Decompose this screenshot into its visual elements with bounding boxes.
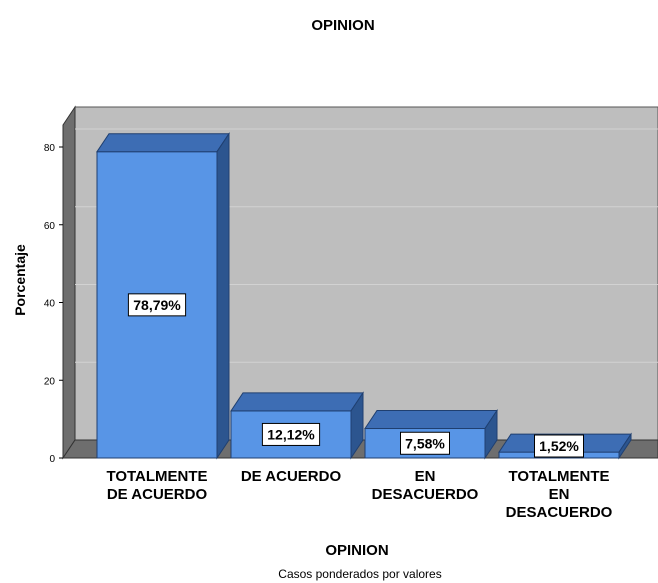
data-label: 78,79% xyxy=(127,293,187,317)
side-wall xyxy=(62,105,76,460)
x-axis-label: OPINION xyxy=(325,542,388,559)
x-tick-label-line: TOTALMENTE xyxy=(106,468,207,485)
y-tick-label: 60 xyxy=(44,221,56,232)
x-tick-label: DE ACUERDO xyxy=(241,468,342,485)
data-labels: 78,79% 12,12% 7,58% 1,52% xyxy=(127,293,584,458)
bar-top xyxy=(230,392,364,412)
x-tick-label-line: DESACUERDO xyxy=(506,504,613,521)
bar-side xyxy=(484,408,498,460)
data-label-text: 12,12% xyxy=(267,426,315,442)
footnote: Casos ponderados por valores xyxy=(278,567,441,581)
bar-side xyxy=(350,391,364,460)
bar-side xyxy=(216,132,230,460)
y-tick-label: 40 xyxy=(44,299,56,310)
y-axis-ticks: 0 20 40 60 80 xyxy=(44,143,63,465)
bar-side xyxy=(618,432,632,460)
x-tick-label-line: EN xyxy=(549,486,570,503)
chart-title: OPINION xyxy=(311,17,374,34)
y-axis-label: Porcentaje xyxy=(12,244,28,316)
data-label-box xyxy=(127,293,187,317)
x-tick-label-line: DE ACUERDO xyxy=(241,468,342,485)
data-label: 1,52% xyxy=(534,434,584,458)
y-tick-label: 80 xyxy=(44,143,56,154)
data-label-box xyxy=(534,434,584,458)
x-tick-label-line: EN xyxy=(415,468,436,485)
x-tick-label-line: DE ACUERDO xyxy=(107,486,208,503)
data-label-box xyxy=(400,431,450,455)
x-tick-label-line: TOTALMENTE xyxy=(508,468,609,485)
y-tick-label: 20 xyxy=(44,376,56,387)
data-label: 12,12% xyxy=(261,422,321,446)
data-label-box xyxy=(261,422,321,446)
data-label: 7,58% xyxy=(400,431,450,455)
bar-top xyxy=(364,410,498,430)
bar-top xyxy=(96,133,230,153)
x-tick-label-line: DESACUERDO xyxy=(372,486,479,503)
data-label-text: 7,58% xyxy=(405,435,445,451)
data-label-text: 78,79% xyxy=(133,297,181,313)
data-label-text: 1,52% xyxy=(539,438,579,454)
y-tick-label: 0 xyxy=(49,454,55,465)
